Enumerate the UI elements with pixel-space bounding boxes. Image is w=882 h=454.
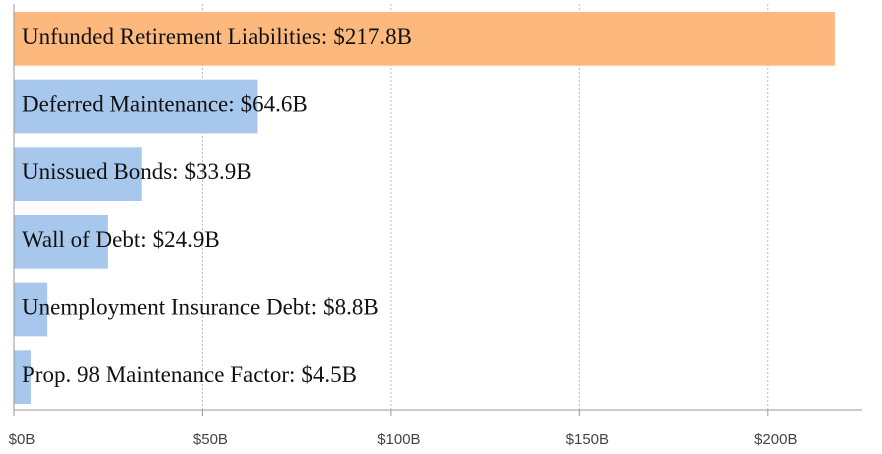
bar <box>14 350 31 404</box>
category-label: Unemployment Insurance Debt: <box>22 295 317 320</box>
bar-label: Unfunded Retirement Liabilities: $217.8B <box>22 24 412 49</box>
x-tick-label: $0B <box>9 431 36 448</box>
bar <box>14 282 48 337</box>
bar <box>14 215 108 269</box>
value-label: $64.6B <box>241 92 308 117</box>
bar-label: Unemployment Insurance Debt: $8.8B <box>22 295 379 320</box>
category-label: Deferred Maintenance: <box>22 92 235 117</box>
bar-label: Unissued Bonds: $33.9B <box>22 159 252 184</box>
bar-label: Prop. 98 Maintenance Factor: $4.5B <box>22 362 357 387</box>
value-label: $4.5B <box>301 362 357 387</box>
bar <box>14 79 258 134</box>
category-label: Unissued Bonds: <box>22 159 179 184</box>
category-label: Wall of Debt: <box>22 227 147 252</box>
category-label: Unfunded Retirement Liabilities: <box>22 24 327 49</box>
bar <box>14 12 835 66</box>
x-tick-label: $50B <box>193 431 228 448</box>
value-label: $24.9B <box>153 227 220 252</box>
value-label: $33.9B <box>185 159 252 184</box>
bar <box>14 147 142 201</box>
value-label: $8.8B <box>323 295 379 320</box>
x-tick-label: $100B <box>377 431 420 448</box>
value-label: $217.8B <box>333 24 412 49</box>
bar-label: Wall of Debt: $24.9B <box>22 227 220 252</box>
bar-label: Deferred Maintenance: $64.6B <box>22 92 308 117</box>
category-label: Prop. 98 Maintenance Factor: <box>22 362 295 387</box>
x-tick-label: $200B <box>754 431 797 448</box>
x-tick-label: $150B <box>566 431 609 448</box>
